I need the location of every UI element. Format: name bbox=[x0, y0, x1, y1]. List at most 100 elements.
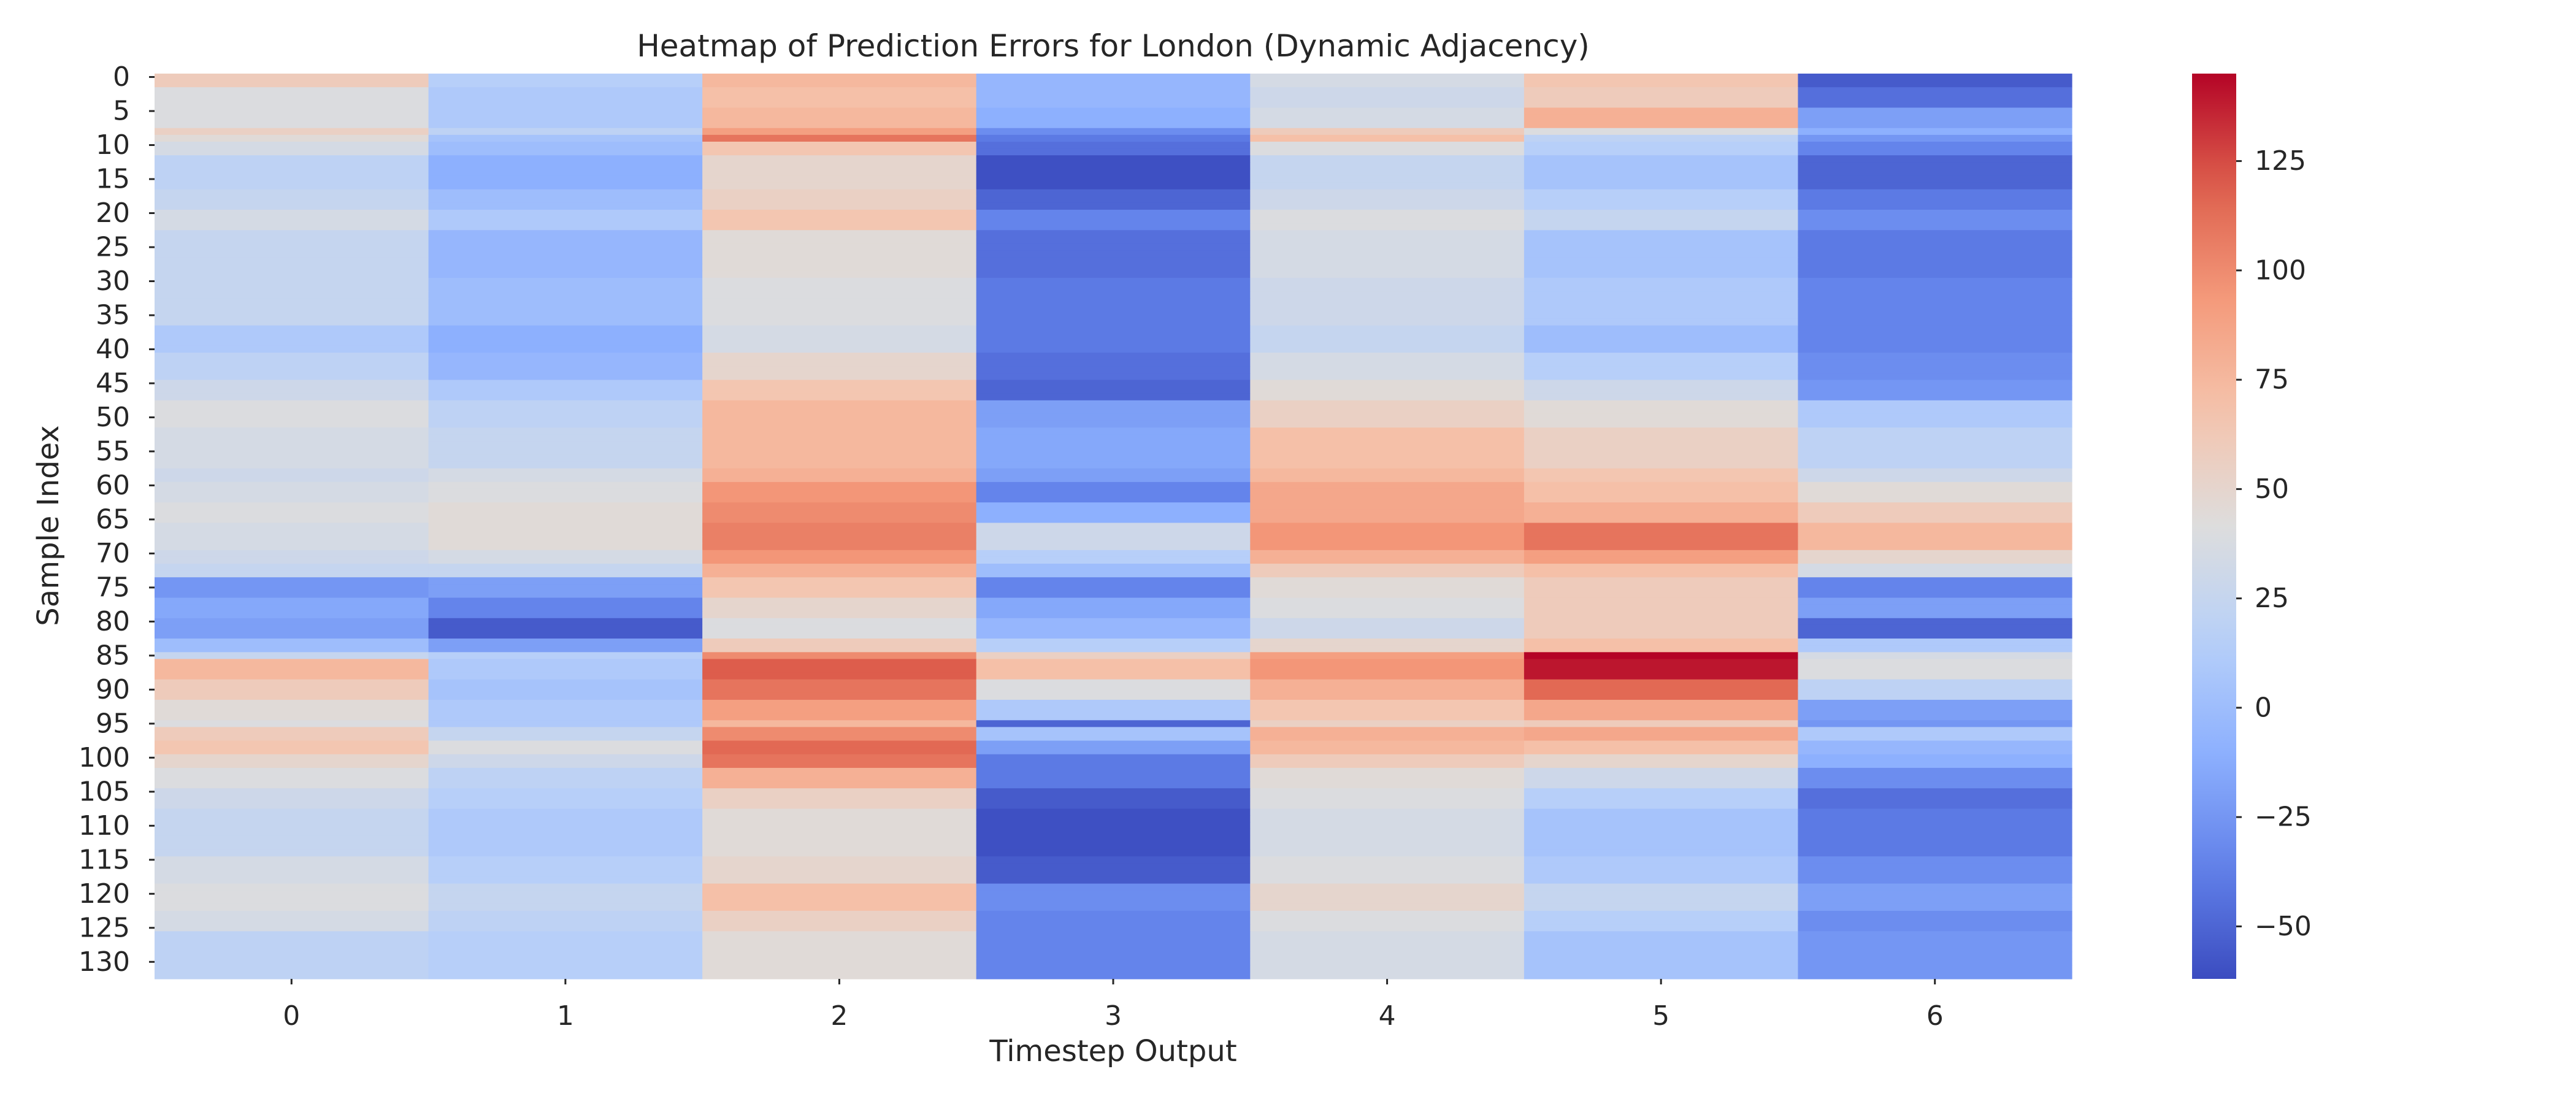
heatmap-cell bbox=[1524, 202, 1799, 210]
heatmap-cell bbox=[1798, 618, 2072, 626]
heatmap-cell bbox=[1798, 849, 2072, 857]
heatmap-cell bbox=[1524, 924, 1799, 932]
heatmap-cell bbox=[428, 461, 703, 469]
heatmap-cell bbox=[976, 134, 1251, 142]
heatmap-cell bbox=[428, 217, 703, 224]
heatmap-cell bbox=[1250, 481, 1525, 489]
heatmap-cell bbox=[155, 815, 429, 823]
heatmap-cell bbox=[976, 277, 1251, 285]
heatmap-cell bbox=[702, 134, 977, 142]
heatmap-cell bbox=[155, 413, 429, 421]
heatmap-cell bbox=[1524, 679, 1799, 687]
heatmap-cell bbox=[1250, 101, 1525, 109]
heatmap-cell bbox=[1798, 481, 2072, 489]
heatmap-cell bbox=[155, 556, 429, 564]
heatmap-cell bbox=[976, 679, 1251, 687]
heatmap-cell bbox=[1250, 496, 1525, 503]
y-tick-label: 125 bbox=[79, 912, 130, 943]
heatmap-cell bbox=[1798, 420, 2072, 428]
heatmap-cell bbox=[1250, 543, 1525, 551]
heatmap-cell bbox=[976, 550, 1251, 558]
heatmap-cell bbox=[1250, 407, 1525, 415]
heatmap-cell bbox=[1798, 332, 2072, 340]
heatmap-cell bbox=[1798, 175, 2072, 183]
heatmap-cell bbox=[1798, 611, 2072, 619]
heatmap-cell bbox=[1798, 529, 2072, 537]
heatmap-cell bbox=[702, 101, 977, 109]
heatmap-cell bbox=[1524, 134, 1799, 142]
heatmap-cell bbox=[155, 829, 429, 837]
heatmap-cell bbox=[155, 441, 429, 448]
y-tick-label: 40 bbox=[96, 334, 130, 365]
y-tick-label: 55 bbox=[96, 435, 130, 467]
heatmap-cell bbox=[702, 413, 977, 421]
heatmap-cell bbox=[155, 679, 429, 687]
heatmap-cell bbox=[1250, 632, 1525, 639]
heatmap-cell bbox=[1798, 393, 2072, 401]
heatmap-cell bbox=[1798, 903, 2072, 911]
heatmap-cell bbox=[1798, 217, 2072, 224]
heatmap-cell bbox=[155, 155, 429, 163]
heatmap-cell bbox=[976, 707, 1251, 714]
heatmap-cell bbox=[428, 863, 703, 871]
heatmap-cell bbox=[1250, 713, 1525, 721]
heatmap-cell bbox=[1798, 747, 2072, 755]
heatmap-cell bbox=[976, 692, 1251, 700]
heatmap-cell bbox=[428, 366, 703, 374]
heatmap-cell bbox=[702, 434, 977, 442]
heatmap-cell bbox=[1798, 434, 2072, 442]
heatmap-cell bbox=[1798, 298, 2072, 305]
heatmap-cell bbox=[1798, 339, 2072, 347]
heatmap-cell bbox=[155, 890, 429, 898]
heatmap-cell bbox=[1798, 400, 2072, 408]
heatmap-cell bbox=[1524, 373, 1799, 380]
heatmap-cell bbox=[976, 747, 1251, 755]
heatmap-cell bbox=[1524, 162, 1799, 169]
heatmap-cell bbox=[1524, 169, 1799, 177]
heatmap-cell bbox=[1524, 747, 1799, 755]
heatmap-cell bbox=[155, 958, 429, 966]
heatmap-cell bbox=[1798, 121, 2072, 129]
heatmap-cell bbox=[976, 155, 1251, 163]
heatmap-cell bbox=[976, 938, 1251, 946]
heatmap-cell bbox=[976, 407, 1251, 415]
heatmap-cell bbox=[155, 624, 429, 632]
heatmap-cell bbox=[976, 345, 1251, 353]
heatmap-cell bbox=[428, 781, 703, 789]
heatmap-cell bbox=[155, 217, 429, 224]
heatmap-cell bbox=[428, 332, 703, 340]
heatmap-cell bbox=[1524, 496, 1799, 503]
heatmap-cell bbox=[1524, 938, 1799, 946]
colorbar-tick-label: 125 bbox=[2255, 145, 2306, 177]
heatmap-cell bbox=[1798, 659, 2072, 667]
heatmap-cell bbox=[428, 897, 703, 905]
heatmap-cell bbox=[428, 141, 703, 149]
heatmap-cell bbox=[155, 618, 429, 626]
heatmap-cell bbox=[702, 734, 977, 742]
heatmap-cell bbox=[155, 843, 429, 850]
heatmap-cell bbox=[1798, 502, 2072, 510]
heatmap-cell bbox=[1798, 325, 2072, 333]
heatmap-cell bbox=[702, 141, 977, 149]
heatmap-cell bbox=[1524, 243, 1799, 251]
heatmap-cell bbox=[1798, 148, 2072, 156]
heatmap-cell bbox=[702, 795, 977, 803]
heatmap-cell bbox=[1524, 692, 1799, 700]
heatmap-cell bbox=[1798, 162, 2072, 169]
heatmap-cell bbox=[1798, 353, 2072, 360]
heatmap-cell bbox=[1798, 101, 2072, 109]
heatmap-cell bbox=[428, 434, 703, 442]
heatmap-cell bbox=[155, 523, 429, 531]
heatmap-cell bbox=[155, 883, 429, 891]
heatmap-cell bbox=[155, 182, 429, 190]
heatmap-cell bbox=[1250, 141, 1525, 149]
heatmap-cell bbox=[1524, 577, 1799, 585]
y-tick-label: 35 bbox=[96, 299, 130, 331]
heatmap-cell bbox=[155, 536, 429, 544]
heatmap-cell bbox=[702, 972, 977, 979]
heatmap-cell bbox=[1524, 257, 1799, 265]
heatmap-cell bbox=[976, 481, 1251, 489]
y-tick-label: 15 bbox=[96, 164, 130, 195]
heatmap-cell bbox=[155, 386, 429, 394]
heatmap-cell bbox=[1798, 509, 2072, 516]
